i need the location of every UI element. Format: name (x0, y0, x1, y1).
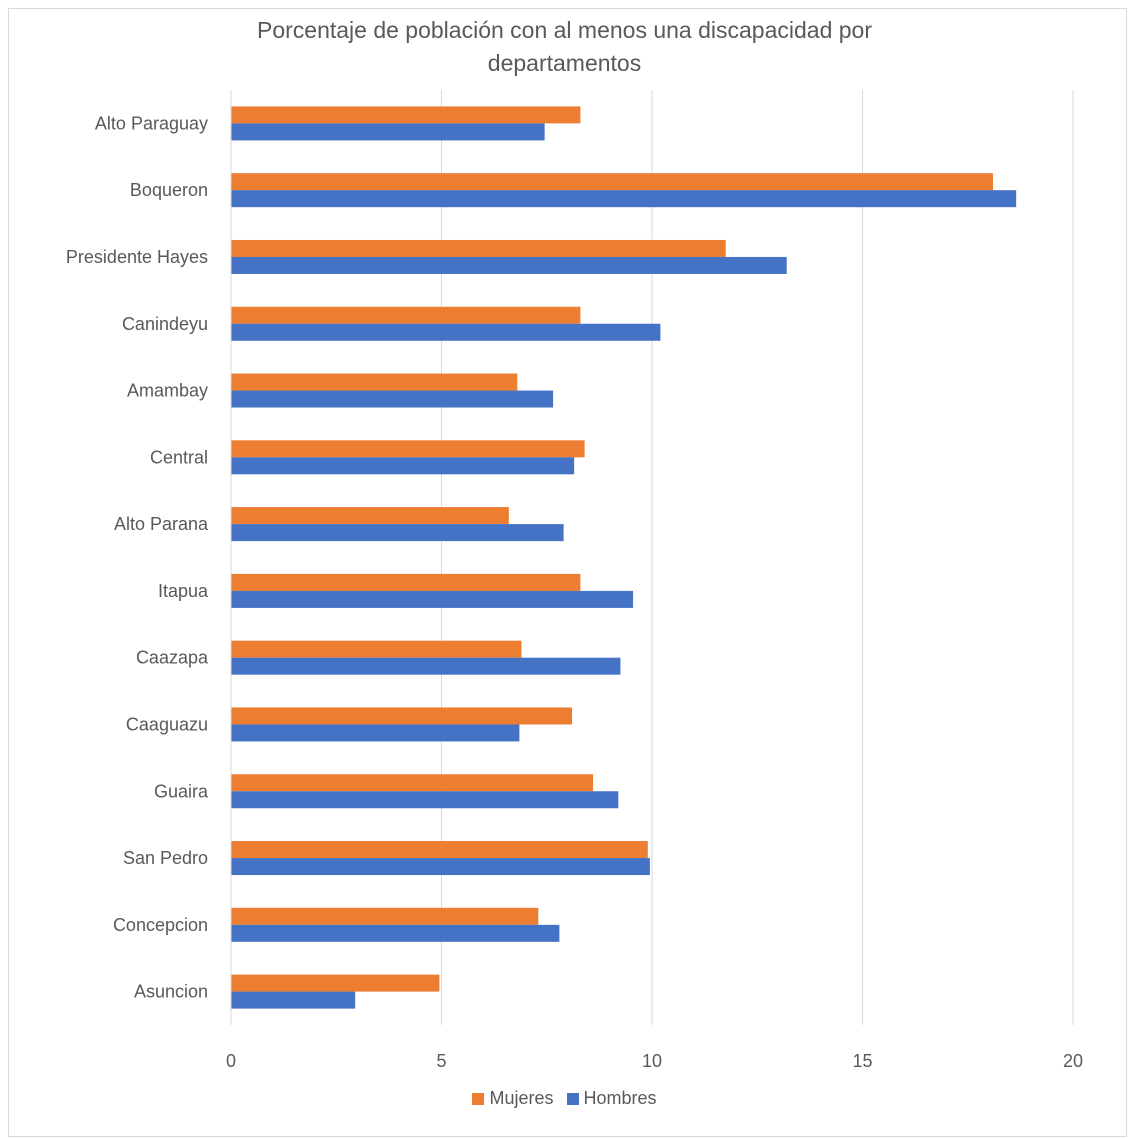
bar-mujeres (231, 173, 994, 191)
bar-hombres (231, 657, 621, 675)
category-label: Asuncion (134, 982, 208, 1002)
category-label: Central (150, 447, 208, 467)
bar-hombres (231, 791, 619, 809)
category-label: Guaira (154, 781, 209, 801)
chart-title: Porcentaje de población con al menos una… (0, 14, 1129, 80)
category-label: Concepcion (113, 915, 208, 935)
x-tick-label: 15 (852, 1051, 872, 1071)
bar-mujeres (231, 974, 440, 992)
bar-hombres (231, 390, 554, 408)
bar-mujeres (231, 907, 539, 925)
x-tick-label: 10 (642, 1051, 662, 1071)
bar-mujeres (231, 440, 585, 458)
legend-swatch-mujeres (472, 1092, 485, 1105)
bar-mujeres (231, 640, 522, 658)
x-tick-label: 5 (436, 1051, 446, 1071)
category-label: Caazapa (136, 648, 209, 668)
category-label: Canindeyu (122, 314, 208, 334)
x-tick-label: 0 (226, 1051, 236, 1071)
bar-hombres (231, 123, 545, 141)
bar-mujeres (231, 373, 518, 391)
bar-mujeres (231, 507, 509, 525)
bar-hombres (231, 323, 661, 341)
legend-label-hombres: Hombres (583, 1088, 657, 1108)
bar-mujeres (231, 573, 581, 591)
legend-label-mujeres: Mujeres (489, 1088, 554, 1108)
category-label: Presidente Hayes (66, 247, 208, 267)
legend-item-hombres: Hombres (566, 1088, 657, 1109)
category-label: Itapua (158, 581, 209, 601)
bar-hombres (231, 524, 564, 542)
bar-mujeres (231, 239, 726, 257)
chart-legend: Mujeres Hombres (0, 1088, 1129, 1110)
bar-hombres (231, 924, 560, 942)
bar-mujeres (231, 306, 581, 324)
legend-item-mujeres: Mujeres (472, 1088, 553, 1109)
chart-title-line1: Porcentaje de población con al menos una… (256, 17, 873, 43)
chart-title-line2: departamentos (487, 50, 642, 76)
bar-hombres (231, 590, 634, 608)
category-label: Alto Paraguay (95, 113, 208, 133)
category-label: Alto Parana (114, 514, 209, 534)
category-label: San Pedro (123, 848, 208, 868)
bar-hombres (231, 991, 356, 1009)
bar-mujeres (231, 774, 594, 792)
category-label: Boqueron (130, 180, 208, 200)
x-tick-label: 20 (1063, 1051, 1083, 1071)
bar-hombres (231, 858, 650, 876)
bar-mujeres (231, 841, 648, 859)
category-label: Amambay (127, 381, 208, 401)
bar-mujeres (231, 707, 573, 725)
bar-hombres (231, 724, 520, 742)
bar-hombres (231, 256, 787, 274)
bar-mujeres (231, 106, 581, 124)
bar-hombres (231, 457, 575, 475)
category-label: Caaguazu (126, 714, 208, 734)
bar-hombres (231, 190, 1017, 208)
legend-swatch-hombres (566, 1092, 579, 1105)
